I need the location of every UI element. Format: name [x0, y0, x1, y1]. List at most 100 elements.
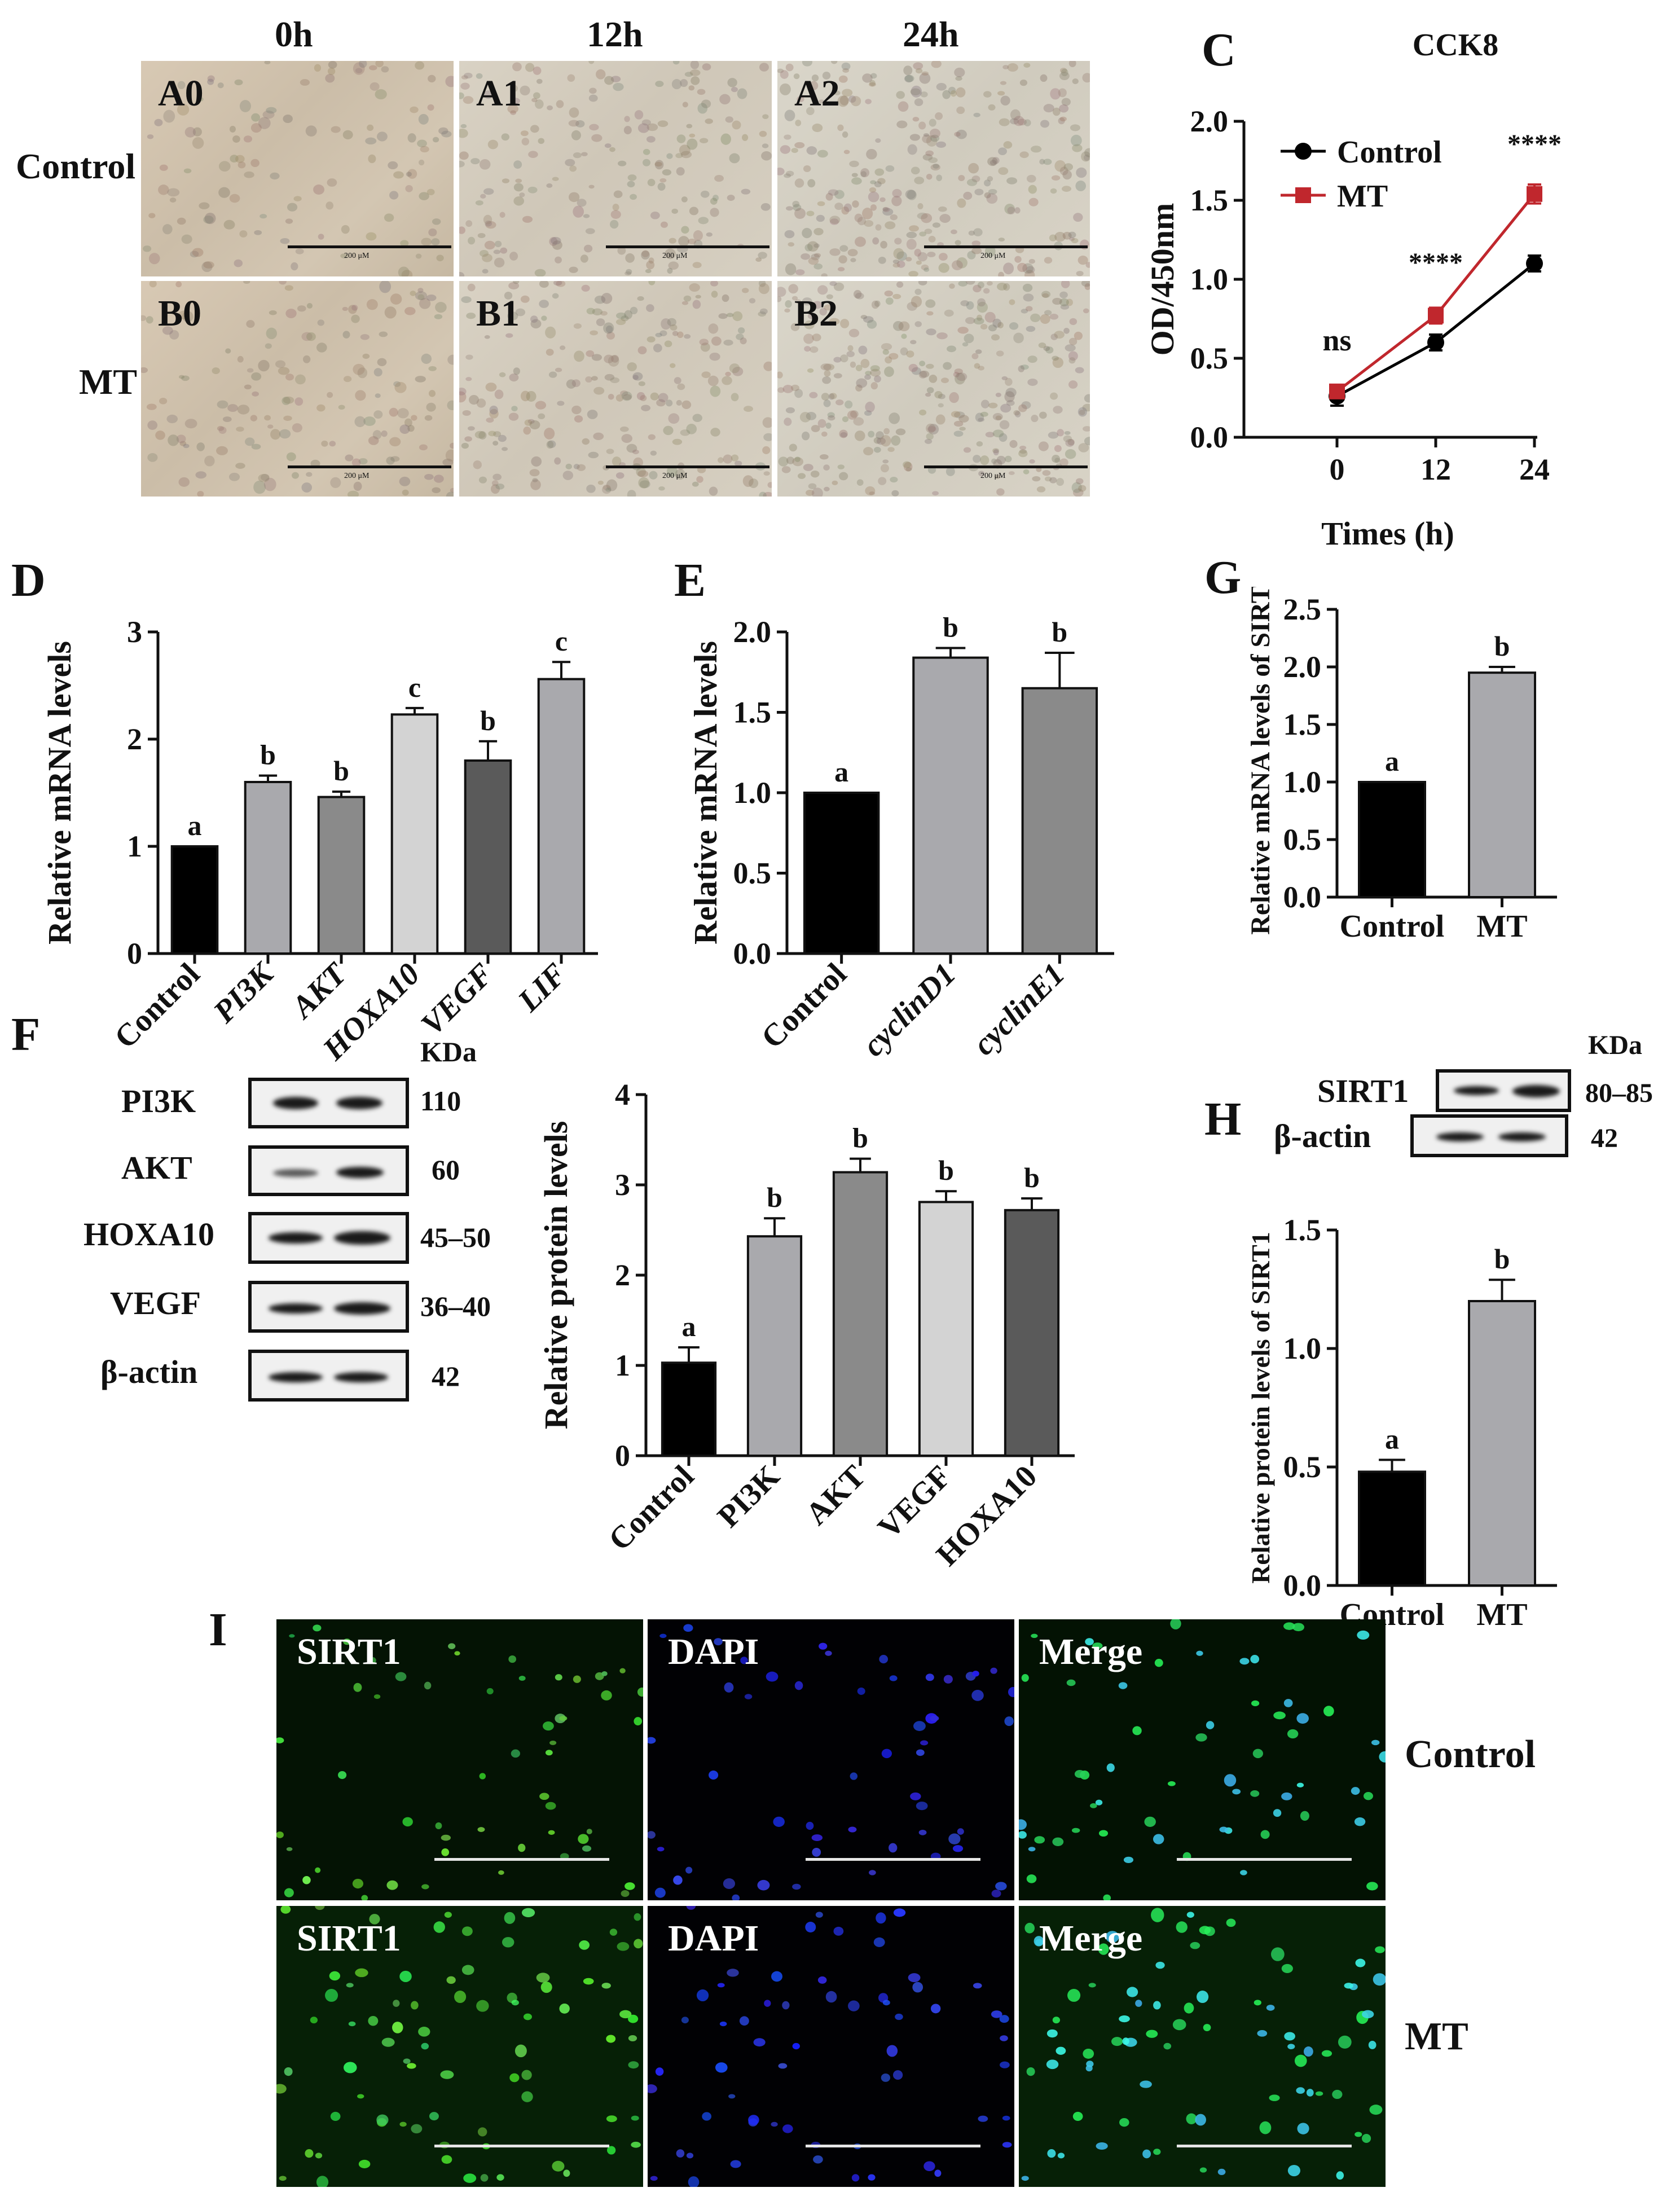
cell	[461, 442, 469, 449]
cell	[759, 308, 768, 315]
y-tick-label: 0.5	[1283, 1450, 1322, 1484]
cell	[896, 281, 904, 288]
cell	[689, 207, 699, 216]
cell	[700, 342, 710, 352]
cell	[466, 313, 476, 319]
panel-letter-e: E	[674, 554, 706, 607]
cell	[699, 339, 709, 346]
kda-header-h: KDa	[1588, 1030, 1642, 1060]
cell	[406, 172, 412, 177]
cell	[817, 419, 826, 428]
cell	[977, 314, 983, 321]
cell	[357, 2094, 364, 2099]
cell	[546, 183, 553, 188]
cell	[551, 236, 561, 245]
cell	[857, 1687, 865, 1695]
cell	[869, 80, 876, 86]
cell	[1006, 177, 1018, 185]
cell	[1260, 1830, 1270, 1839]
cell	[1163, 2042, 1172, 2050]
cell	[692, 300, 701, 309]
channel-label: SIRT1	[297, 1918, 401, 1959]
bar	[803, 792, 880, 955]
cell	[1018, 365, 1024, 372]
cell	[264, 415, 271, 421]
cell	[817, 1976, 827, 1984]
cell	[461, 1926, 473, 1936]
cell	[1368, 2040, 1376, 2049]
cell	[709, 1771, 719, 1780]
cell	[513, 183, 524, 192]
cell	[513, 196, 525, 206]
cell	[817, 150, 828, 158]
cell	[421, 238, 432, 246]
cell	[473, 460, 482, 469]
cell	[1056, 478, 1065, 486]
x-tick-label: 0	[1330, 453, 1345, 486]
y-tick-label: 2	[615, 1258, 630, 1292]
cell	[343, 2062, 357, 2074]
significance-letter: b	[480, 705, 496, 736]
cell	[732, 120, 741, 130]
cell	[777, 371, 783, 379]
cell	[976, 441, 983, 447]
cell	[1078, 407, 1087, 417]
cell	[936, 174, 943, 182]
cell	[842, 416, 849, 423]
cell	[626, 443, 637, 453]
cell	[484, 335, 490, 339]
cell	[788, 242, 794, 247]
scale-bar	[924, 465, 1088, 468]
bar	[1468, 671, 1536, 898]
cell	[858, 345, 868, 355]
cell	[619, 2010, 632, 2019]
cell	[853, 289, 862, 298]
cell	[405, 185, 413, 192]
cell	[863, 316, 874, 323]
brightfield-tile-b1: B1 200 μM	[459, 281, 772, 497]
cell	[794, 142, 805, 148]
cell	[759, 130, 767, 137]
cell	[459, 272, 465, 276]
cell	[951, 260, 963, 270]
cell	[940, 377, 949, 384]
cell	[199, 202, 210, 209]
cell	[436, 254, 444, 262]
cell	[573, 1675, 581, 1683]
cell	[375, 393, 381, 398]
cell	[670, 324, 678, 331]
cell	[926, 363, 934, 369]
cell	[410, 106, 419, 113]
cell	[691, 76, 700, 85]
cell	[535, 99, 544, 109]
cell	[648, 1831, 656, 1839]
cell	[686, 1906, 696, 1910]
cell	[667, 267, 673, 274]
cell	[1186, 2113, 1197, 2124]
cell	[924, 229, 933, 234]
cell	[547, 440, 556, 448]
cell	[916, 1802, 928, 1811]
cell	[535, 401, 547, 410]
cell	[604, 374, 615, 381]
cell	[850, 410, 859, 418]
cell	[811, 1834, 823, 1842]
cell	[375, 61, 384, 68]
cell	[1031, 1633, 1038, 1638]
data-point	[1329, 383, 1345, 399]
cell	[1065, 438, 1075, 447]
scale-bar	[434, 1858, 609, 1861]
cell	[777, 68, 784, 73]
cell	[367, 124, 374, 131]
cell	[1362, 2134, 1371, 2143]
cell	[998, 238, 1005, 242]
cell	[560, 345, 566, 350]
y-tick-label: 1.0	[733, 776, 772, 810]
cell	[1086, 2061, 1094, 2067]
cell	[1030, 146, 1042, 153]
cell	[985, 432, 995, 438]
cell	[508, 1655, 517, 1663]
cell	[636, 392, 645, 401]
